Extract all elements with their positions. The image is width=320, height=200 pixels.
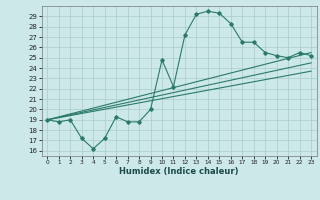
- X-axis label: Humidex (Indice chaleur): Humidex (Indice chaleur): [119, 167, 239, 176]
